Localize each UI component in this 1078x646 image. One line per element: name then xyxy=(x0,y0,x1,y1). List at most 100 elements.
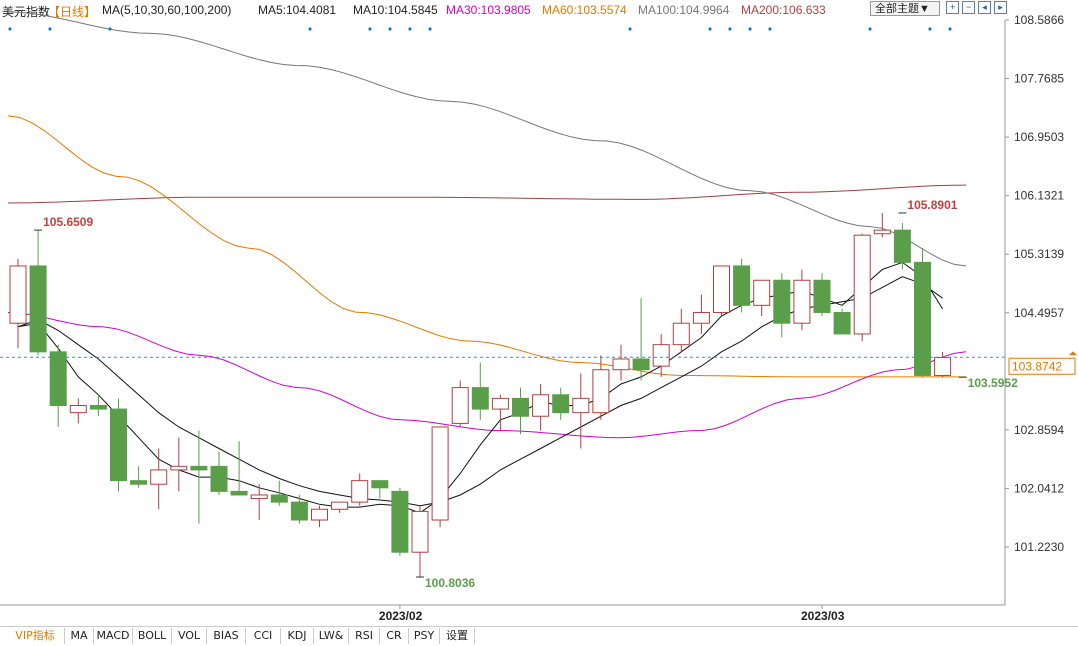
event-dot xyxy=(428,27,432,31)
current-price-label: 103.8742 xyxy=(1012,359,1062,373)
candle-body xyxy=(652,344,670,367)
y-tick-label: 101.2230 xyxy=(1014,540,1064,554)
tab-8[interactable]: LW& xyxy=(314,628,349,644)
ma30-value: MA30:103.9805 xyxy=(446,3,531,17)
event-dot xyxy=(768,27,772,31)
y-tick-label: 102.0412 xyxy=(1014,481,1064,495)
candle-body xyxy=(89,405,107,410)
tab-5[interactable]: BIAS xyxy=(207,628,246,644)
candle-body xyxy=(914,261,931,376)
candle-body xyxy=(893,229,911,263)
candle-body xyxy=(451,387,469,424)
ma60-value: MA60:103.5574 xyxy=(542,3,627,17)
candle-body xyxy=(753,279,771,306)
ma10-value: MA10:104.5845 xyxy=(353,3,438,17)
x-tick-label: 2023/02 xyxy=(379,609,423,623)
candle-body xyxy=(431,426,449,521)
extreme-label: 105.8901 xyxy=(907,198,957,212)
candle-body xyxy=(733,265,751,306)
candle-body xyxy=(572,397,590,414)
candle-body xyxy=(69,405,87,414)
event-dot xyxy=(728,27,732,31)
price-arrow-icon xyxy=(1069,351,1077,356)
candle-body xyxy=(29,265,47,353)
y-tick-label: 106.1321 xyxy=(1014,189,1064,203)
y-tick-label: 106.9503 xyxy=(1014,130,1064,144)
expand-icon[interactable]: + xyxy=(946,1,959,14)
candle-body xyxy=(290,501,308,521)
candle-body xyxy=(773,279,791,324)
tab-6[interactable]: CCI xyxy=(246,628,281,644)
event-dot xyxy=(308,27,312,31)
candle-body xyxy=(9,265,27,324)
tab-4[interactable]: VOL xyxy=(172,628,207,644)
candle-body xyxy=(49,351,67,407)
candle-body xyxy=(853,234,871,335)
candle-body xyxy=(351,480,369,503)
tab-2[interactable]: MACD xyxy=(94,628,133,644)
candle-body xyxy=(130,480,148,485)
candle-body xyxy=(552,394,570,414)
event-dot xyxy=(408,27,412,31)
candle-body xyxy=(190,465,208,471)
tab-9[interactable]: RSI xyxy=(349,628,380,644)
candle-body xyxy=(713,265,730,313)
event-dot xyxy=(928,27,932,31)
candle-body xyxy=(672,322,690,346)
candle-body xyxy=(110,408,127,482)
tab-1[interactable]: MA xyxy=(65,628,94,644)
shrink-icon[interactable]: − xyxy=(962,1,975,14)
chart-header: 美元指数 【日线】 MA(5,10,30,60,100,200) MA5:104… xyxy=(0,0,1078,20)
extreme-label: 105.6509 xyxy=(43,215,93,229)
y-tick-label: 108.5866 xyxy=(1014,13,1064,27)
event-dot xyxy=(708,27,712,31)
candle-body xyxy=(592,369,610,414)
y-tick-label: 107.7685 xyxy=(1014,72,1064,86)
candle-body xyxy=(632,358,650,371)
tab-12[interactable]: 设置 xyxy=(440,628,475,644)
tab-7[interactable]: KDJ xyxy=(281,628,314,644)
tab-11[interactable]: PSY xyxy=(409,628,440,644)
candle-body xyxy=(612,358,630,371)
extreme-label: 103.5952 xyxy=(968,376,1018,390)
x-tick-label: 2023/03 xyxy=(801,609,845,623)
y-tick-label: 104.4957 xyxy=(1014,306,1064,320)
y-tick-label: 105.3139 xyxy=(1014,247,1064,261)
candle-body xyxy=(692,311,710,324)
candle-body xyxy=(833,311,851,335)
indicator-tabs: VIP指标 MA MACD BOLL VOL BIAS CCI KDJ LW& RSI CR PSY 设… xyxy=(0,626,1078,645)
candlestick-chart: 108.5866 107.7685 106.9503 106.1321 105.3139… xyxy=(0,11,1077,623)
candle-body xyxy=(471,387,489,410)
tab-3[interactable]: BOLL xyxy=(133,628,172,644)
tab-10[interactable]: CR xyxy=(380,628,409,644)
ma5-value: MA5:104.4081 xyxy=(258,3,337,17)
ma100-value: MA100:104.9964 xyxy=(638,3,730,17)
forward-icon[interactable]: ▸ xyxy=(994,1,1007,14)
candle-body xyxy=(512,397,529,417)
ma100-line xyxy=(7,11,967,267)
candle-body xyxy=(210,465,228,492)
candle-body xyxy=(813,279,831,313)
ma30-line xyxy=(7,312,967,439)
tab-0[interactable]: VIP指标 xyxy=(6,628,65,644)
event-dot xyxy=(48,27,52,31)
candle-body xyxy=(873,229,891,235)
ma60-line xyxy=(7,115,966,378)
candle-body xyxy=(411,510,429,553)
extreme-label: 100.8036 xyxy=(425,576,475,590)
back-icon[interactable]: ◂ xyxy=(978,1,991,14)
current-price-box xyxy=(1008,357,1076,375)
candle-body xyxy=(270,494,288,503)
ma200-value: MA200:106.633 xyxy=(741,3,826,17)
event-dot xyxy=(748,27,752,31)
candle-body xyxy=(793,279,811,324)
instrument-title: 美元指数 xyxy=(2,5,51,19)
candle-body xyxy=(311,508,328,521)
period-label[interactable]: 【日线】 xyxy=(48,5,97,19)
candle-body xyxy=(170,465,188,471)
theme-select[interactable]: 全部主题▼ xyxy=(870,1,940,16)
candle-body xyxy=(934,357,952,376)
candle-body xyxy=(150,469,168,485)
event-dot xyxy=(628,27,632,31)
candle-body xyxy=(391,490,409,553)
